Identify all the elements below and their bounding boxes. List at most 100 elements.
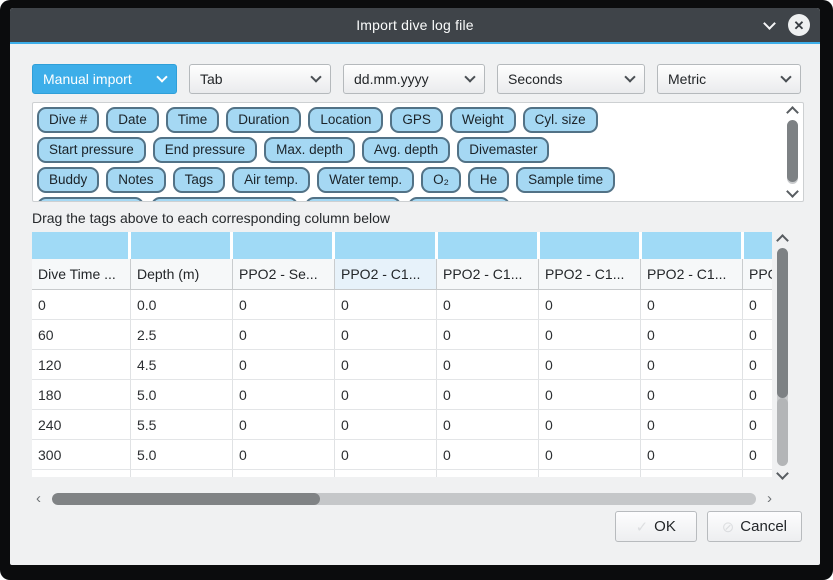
chevron-down-icon <box>624 71 636 83</box>
table-row: 180 5.0 0 0 0 0 0 0 <box>32 380 772 410</box>
duration-format-select[interactable]: Seconds <box>497 64 645 94</box>
chevron-down-icon <box>464 71 476 83</box>
table-cell: 0 <box>749 356 757 373</box>
clipped-cell <box>32 470 131 477</box>
table-header-row: Dive Time ... Depth (m) PPO2 - Se... PPO2 -… <box>32 259 772 290</box>
tag-gps[interactable]: GPS <box>390 107 443 133</box>
scroll-right-icon[interactable]: › <box>767 490 772 507</box>
tag-end-pressure[interactable]: End pressure <box>152 137 258 163</box>
cancel-button[interactable]: ⊘ Cancel <box>706 511 802 542</box>
tag-divemaster[interactable]: Divemaster <box>457 137 550 163</box>
table-cell: 0 <box>335 380 437 409</box>
clipped-cell <box>539 470 641 477</box>
drop-target-cell[interactable] <box>131 232 231 259</box>
column-header-1[interactable]: Dive Time ... <box>32 259 131 289</box>
drop-target-cell[interactable] <box>335 232 435 259</box>
tag-avg-depth[interactable]: Avg. depth <box>361 137 451 163</box>
tag-rows: Dive # Date Time Duration Location GPS Weight C… <box>37 107 781 201</box>
tag-duration[interactable]: Duration <box>226 107 302 133</box>
column-header-4[interactable]: PPO2 - C1... <box>335 259 437 289</box>
table-cell: 5.0 <box>131 440 233 469</box>
tag-row: Buddy Notes Tags Air temp. Water temp. O₂ He Sa… <box>37 167 781 193</box>
tag-date[interactable]: Date <box>106 107 159 133</box>
tag-scrollbar[interactable] <box>786 106 800 198</box>
table-hscrollbar-thumb[interactable] <box>52 493 320 505</box>
clipped-cell <box>131 470 233 477</box>
date-format-value: dd.mm.yyyy <box>354 71 429 87</box>
tag-cyl-size[interactable]: Cyl. size <box>522 107 598 133</box>
table-cell: 5.0 <box>131 380 233 409</box>
tag-start-pressure[interactable]: Start pressure <box>37 137 146 163</box>
tag-time[interactable]: Time <box>165 107 220 133</box>
tag-tags[interactable]: Tags <box>172 167 226 193</box>
tag-sample-po[interactable]: Sample pO₂ <box>304 197 402 201</box>
units-select[interactable]: Metric <box>657 64 801 94</box>
clipped-cell <box>743 470 772 477</box>
field-separator-select[interactable]: Tab <box>189 64 331 94</box>
scroll-up-icon[interactable] <box>776 234 789 247</box>
close-icon[interactable]: ✕ <box>788 14 810 36</box>
scroll-left-icon[interactable]: ‹ <box>36 490 41 507</box>
clipped-cell <box>233 470 335 477</box>
table-cell: 0 <box>335 350 437 379</box>
scroll-down-icon[interactable] <box>786 185 799 198</box>
tag-sample-cns[interactable]: Sample CNS <box>408 197 511 201</box>
table-vscrollbar-track-lower[interactable] <box>777 398 788 466</box>
drop-target-cell[interactable] <box>743 232 773 259</box>
table-cell: 0 <box>539 290 641 319</box>
dialog-buttons: ✓ OK ⊘ Cancel <box>614 511 802 542</box>
tag-notes[interactable]: Notes <box>106 167 166 193</box>
ok-button[interactable]: ✓ OK <box>614 511 697 542</box>
tag-sample-temperature[interactable]: Sample temperature <box>151 197 298 201</box>
table-cell: 4.5 <box>131 350 233 379</box>
table-cell: 0 <box>233 290 335 319</box>
column-header-8[interactable]: PPO2 <box>749 266 772 282</box>
clipped-cell <box>641 470 743 477</box>
table-hscrollbar[interactable]: ‹ › <box>36 490 772 508</box>
tag-weight[interactable]: Weight <box>449 107 516 133</box>
tag-sample-time[interactable]: Sample time <box>516 167 616 193</box>
clipped-row <box>32 470 772 477</box>
table-cell: 0 <box>749 386 757 403</box>
table-cell: 5.5 <box>131 410 233 439</box>
import-type-select[interactable]: Manual import <box>32 64 177 94</box>
table-cell: 0 <box>749 416 757 433</box>
column-header-5[interactable]: PPO2 - C1... <box>437 259 539 289</box>
column-header-6[interactable]: PPO2 - C1... <box>539 259 641 289</box>
drop-target-cell[interactable] <box>539 232 639 259</box>
shade-window-icon[interactable] <box>763 16 776 30</box>
column-header-7[interactable]: PPO2 - C1... <box>641 259 743 289</box>
drop-target-cell[interactable] <box>641 232 741 259</box>
table-cell: 0 <box>437 410 539 439</box>
drop-target-cell[interactable] <box>233 232 333 259</box>
date-format-select[interactable]: dd.mm.yyyy <box>343 64 485 94</box>
tag-row: Sample depth Sample temperature Sample pO₂… <box>37 197 781 201</box>
tag-buddy[interactable]: Buddy <box>37 167 100 193</box>
tag-location[interactable]: Location <box>308 107 384 133</box>
drop-target-cell[interactable] <box>32 232 129 259</box>
tag-sample-depth[interactable]: Sample depth <box>37 197 145 201</box>
column-header-2[interactable]: Depth (m) <box>131 259 233 289</box>
field-separator-value: Tab <box>200 71 223 87</box>
drag-tags-instruction: Drag the tags above to each correspondin… <box>32 210 390 226</box>
scroll-down-icon[interactable] <box>776 467 789 480</box>
table-cell: 120 <box>32 350 131 379</box>
table-row: 60 2.5 0 0 0 0 0 0 <box>32 320 772 350</box>
table-cell: 0 <box>233 410 335 439</box>
drop-target-cell[interactable] <box>437 232 537 259</box>
tag-max-depth[interactable]: Max. depth <box>264 137 355 163</box>
tag-air-temp[interactable]: Air temp. <box>232 167 311 193</box>
tag-water-temp[interactable]: Water temp. <box>317 167 415 193</box>
tag-dive[interactable]: Dive # <box>37 107 100 133</box>
titlebar[interactable]: Import dive log file ✕ <box>10 8 820 42</box>
import-options-row: Manual import Tab dd.mm.yyyy Seconds Met… <box>32 64 801 94</box>
tag-he[interactable]: He <box>467 167 510 193</box>
table-vscrollbar[interactable] <box>776 234 790 480</box>
scroll-up-icon[interactable] <box>786 106 799 119</box>
table-vscrollbar-thumb[interactable] <box>777 248 788 398</box>
tag-o[interactable]: O₂ <box>421 167 461 193</box>
tag-scrollbar-thumb[interactable] <box>787 120 798 182</box>
column-header-3[interactable]: PPO2 - Se... <box>233 259 335 289</box>
table-cell: 0 <box>335 410 437 439</box>
